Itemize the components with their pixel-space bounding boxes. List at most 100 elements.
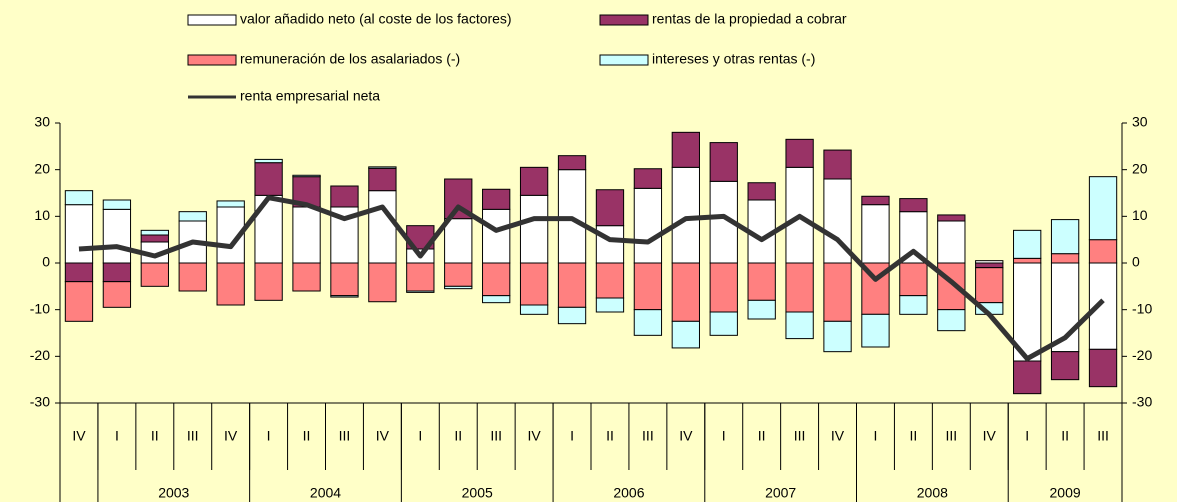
bar [292,176,321,208]
bar [178,262,207,292]
y-tick-label: -10 [30,300,50,316]
x-tick-label: IV [376,428,390,444]
bar [557,306,587,325]
legend-label: intereses y otras rentas (-) [652,51,815,67]
legend-label: renta empresarial neta [240,88,380,104]
x-tick-label: I [874,428,878,444]
bar [1088,239,1118,264]
x-tick-label: III [642,428,654,444]
bar [785,311,814,340]
bar [519,194,549,264]
bar [519,166,549,196]
legend-swatch [599,14,649,26]
y-tick-label: 10 [34,207,50,223]
bar [64,190,94,206]
bar [975,262,1004,269]
bar [861,204,890,264]
bar [368,166,397,169]
year-label: 2006 [613,485,644,501]
bar [823,262,852,322]
bar [671,131,700,168]
year-label: 2005 [462,485,493,501]
x-tick-label: I [418,428,422,444]
bar [633,168,663,189]
bar [368,167,397,192]
year-label: 2009 [1050,485,1081,501]
bar [444,218,473,264]
bar [330,185,359,208]
bar [709,142,738,182]
legend-label: rentas de la propiedad a cobrar [652,11,847,27]
x-tick-label: III [945,428,957,444]
bar [519,304,549,315]
bar [899,262,928,297]
bar [140,262,169,287]
x-tick-label: IV [679,428,693,444]
bar [102,199,132,210]
x-tick-label: I [115,428,119,444]
year-label: 2003 [158,485,189,501]
bar [671,320,700,349]
bar [330,295,359,298]
bar [140,234,169,243]
bar [292,174,321,178]
bar [482,262,511,297]
y2-tick-label: -30 [1132,394,1152,410]
bar [937,309,966,332]
x-tick-label: II [910,428,918,444]
x-tick-label: III [187,428,199,444]
bar [595,189,625,227]
y2-tick-label: -10 [1132,300,1152,316]
year-label: 2007 [765,485,796,501]
year-label: 2004 [310,485,341,501]
bar [937,214,966,222]
bar [254,194,283,264]
legend-label: remuneración de los asalariados (-) [240,51,460,67]
bar [709,311,738,336]
bar [519,262,549,306]
x-tick-label: I [267,428,271,444]
x-tick-label: IV [72,428,86,444]
y2-tick-label: 20 [1132,160,1148,176]
x-tick-label: I [570,428,574,444]
bar [899,198,928,213]
bar [633,309,663,336]
bar [823,320,852,353]
bar [482,188,511,210]
bar [482,295,511,304]
bar [254,162,283,196]
bar [1050,253,1080,264]
x-tick-label: II [758,428,766,444]
x-tick-label: II [303,428,311,444]
bar [1013,229,1042,259]
y-tick-label: 30 [34,114,50,130]
bar [671,262,700,322]
bar [1050,219,1080,255]
y-tick-label: -20 [30,347,50,363]
bar [671,166,700,264]
y-tick-label: 20 [34,160,50,176]
x-tick-label: IV [224,428,238,444]
bar [444,285,473,290]
x-tick-label: IV [983,428,997,444]
bar [937,262,966,311]
bar [64,204,94,264]
bar [785,138,814,168]
x-tick-label: III [1097,428,1109,444]
bar [595,297,625,313]
bar [861,195,890,206]
bar [406,262,435,292]
bar [709,262,738,313]
bar [747,299,776,320]
y2-tick-label: 10 [1132,207,1148,223]
bar [861,313,890,348]
bar [178,211,207,222]
x-tick-label: IV [527,428,541,444]
x-tick-label: III [794,428,806,444]
y2-tick-label: 0 [1132,254,1140,270]
bar [444,262,473,287]
y2-tick-label: -20 [1132,347,1152,363]
y-tick-label: -30 [30,394,50,410]
